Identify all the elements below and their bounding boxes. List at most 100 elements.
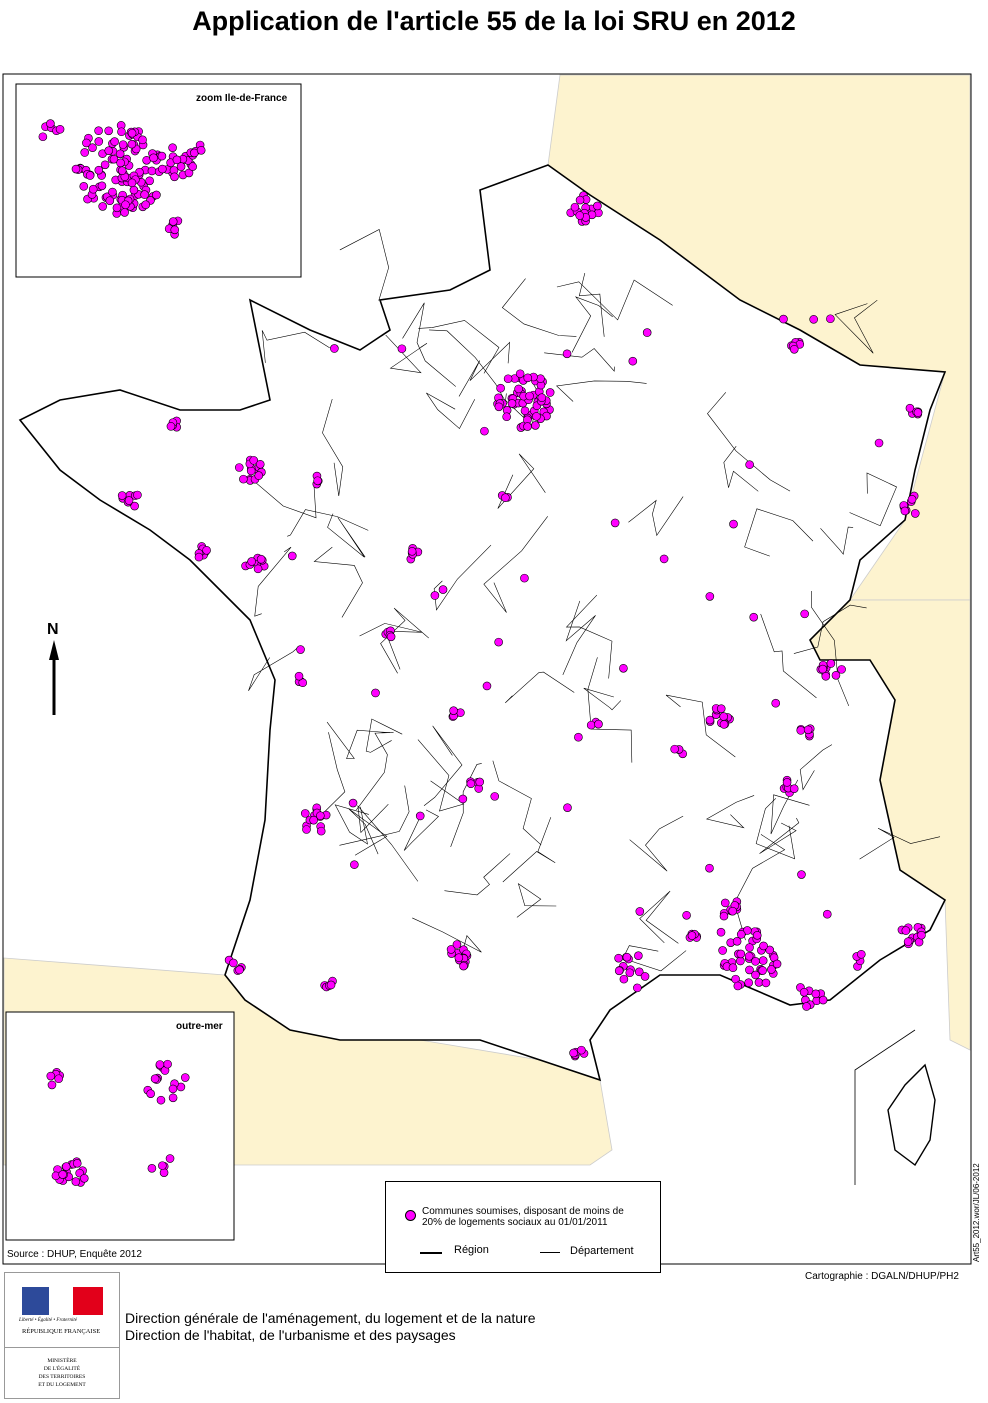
commune-point xyxy=(821,671,831,681)
commune-point xyxy=(635,907,645,916)
commune-point xyxy=(129,185,139,195)
commune-point xyxy=(152,190,161,200)
commune-point xyxy=(563,803,572,812)
department-boundary xyxy=(760,613,817,699)
commune-point xyxy=(140,190,149,199)
department-boundary xyxy=(755,798,796,860)
commune-point xyxy=(744,978,753,988)
commune-point xyxy=(614,953,623,963)
department-boundary xyxy=(458,341,511,397)
commune-point xyxy=(294,671,304,681)
commune-point xyxy=(302,825,311,834)
commune-point xyxy=(520,406,530,416)
department-boundary xyxy=(402,302,456,387)
commune-point xyxy=(112,203,122,213)
legend-point-symbol xyxy=(405,1210,416,1221)
commune-point xyxy=(79,182,89,191)
commune-point xyxy=(117,127,126,137)
commune-point xyxy=(494,637,503,647)
commune-point xyxy=(745,965,754,975)
department-boundary xyxy=(433,544,492,611)
commune-point xyxy=(803,725,813,735)
department-boundary xyxy=(501,278,577,337)
north-arrow-head xyxy=(49,640,59,660)
commune-point xyxy=(249,456,259,465)
cartography-credit: Cartographie : DGALN/DHUP/PH2 xyxy=(805,1271,959,1282)
department-boundary xyxy=(261,330,330,363)
commune-point xyxy=(751,957,760,966)
commune-point xyxy=(905,403,915,413)
commune-point xyxy=(316,826,326,836)
department-boundary xyxy=(820,526,854,555)
commune-point xyxy=(194,552,204,562)
commune-point xyxy=(779,314,788,324)
commune-point xyxy=(822,909,832,919)
commune-point xyxy=(116,158,125,168)
department-boundary xyxy=(665,694,736,758)
commune-point xyxy=(705,715,715,725)
department-boundary xyxy=(744,508,814,557)
commune-point xyxy=(586,720,596,730)
commune-point xyxy=(94,165,104,175)
department-boundary xyxy=(578,272,605,337)
legend-department-label: Département xyxy=(570,1245,634,1257)
commune-point xyxy=(811,989,821,999)
commune-point xyxy=(501,493,510,503)
commune-point xyxy=(796,726,806,735)
commune-point xyxy=(575,195,585,205)
commune-point xyxy=(749,612,759,622)
commune-point xyxy=(622,952,632,962)
commune-point xyxy=(545,388,555,397)
commune-point xyxy=(752,931,762,940)
commune-point xyxy=(767,965,776,974)
commune-point xyxy=(659,554,669,564)
commune-point xyxy=(117,491,127,500)
department-boundary xyxy=(629,815,684,872)
commune-point xyxy=(330,344,339,353)
inset-ile-de-france xyxy=(15,83,302,278)
department-boundary xyxy=(334,804,369,845)
department-boundary xyxy=(287,509,369,537)
commune-point xyxy=(765,945,775,955)
footer-line-2: Direction de l'habitat, de l'urbanisme e… xyxy=(125,1327,456,1343)
commune-point xyxy=(797,870,806,879)
commune-point xyxy=(719,720,729,729)
commune-point xyxy=(234,463,244,472)
commune-point xyxy=(452,940,462,949)
commune-point xyxy=(54,1074,63,1084)
commune-point xyxy=(562,349,572,359)
commune-point xyxy=(789,784,799,794)
department-boundary xyxy=(502,817,556,883)
commune-point xyxy=(326,980,336,990)
commune-point xyxy=(907,495,917,504)
commune-point xyxy=(736,949,746,959)
commune-point xyxy=(88,184,98,194)
france-mainland xyxy=(18,164,947,1082)
commune-point xyxy=(903,937,913,947)
department-boundary xyxy=(770,779,810,835)
commune-point xyxy=(789,344,799,354)
commune-point xyxy=(158,164,167,174)
commune-point xyxy=(901,926,911,935)
department-boundary xyxy=(322,398,344,496)
department-boundary xyxy=(705,795,755,829)
commune-point xyxy=(109,154,119,164)
commune-point xyxy=(147,1164,157,1173)
commune-point xyxy=(246,466,256,476)
commune-point xyxy=(156,1095,166,1105)
commune-point xyxy=(72,1159,82,1168)
department-boundary xyxy=(834,299,878,354)
commune-point xyxy=(874,438,884,448)
department-boundary xyxy=(562,600,596,676)
commune-point xyxy=(438,585,448,594)
commune-point xyxy=(454,953,464,963)
commune-point xyxy=(782,778,792,787)
inset-outremer-title: outre-mer xyxy=(176,1021,223,1032)
inset-idf-title: zoom Ile-de-France xyxy=(196,93,288,104)
commune-point xyxy=(531,421,540,430)
commune-point xyxy=(166,422,176,431)
commune-point xyxy=(732,937,742,946)
commune-point xyxy=(575,211,585,220)
commune-point xyxy=(705,592,715,601)
commune-point xyxy=(759,941,768,951)
